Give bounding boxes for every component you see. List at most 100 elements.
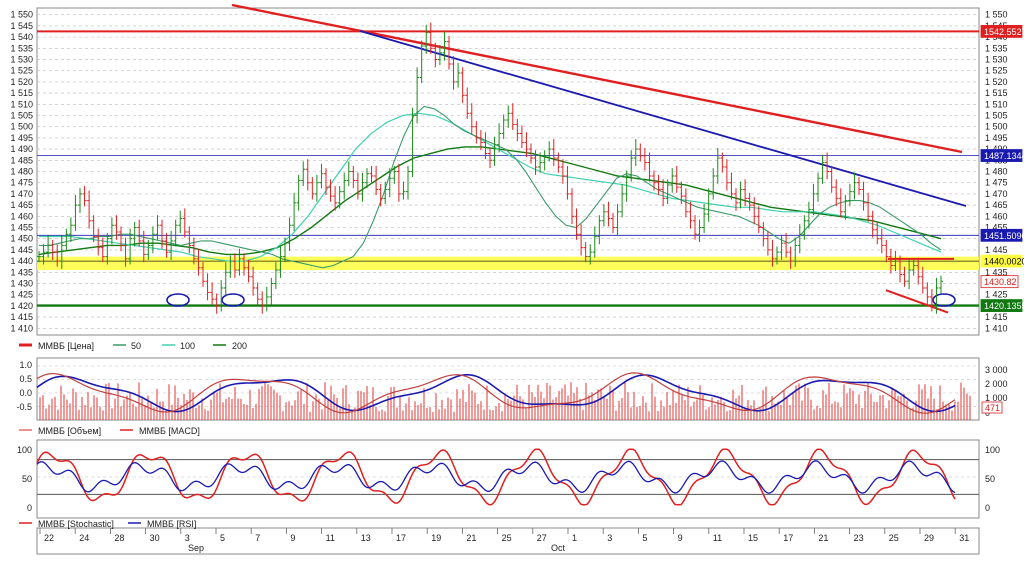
volume-tick-label: 2 000 bbox=[985, 379, 1008, 389]
y-tick-label: 1 510 bbox=[10, 99, 33, 109]
y-tick-label: 1 495 bbox=[10, 133, 33, 143]
y-tick-label: 1 530 bbox=[985, 55, 1008, 65]
osc-tick-label: 100 bbox=[985, 445, 1000, 455]
stochastic-line bbox=[36, 448, 956, 506]
y-tick-label: 1 435 bbox=[985, 267, 1008, 277]
level-badge bbox=[980, 149, 1023, 162]
y-tick-label: 1 425 bbox=[10, 290, 33, 300]
y-tick-label: 1 410 bbox=[985, 323, 1008, 333]
oscillator-legend: ММВБ [Stochastic] ММВБ [RSI] bbox=[19, 519, 196, 529]
y-tick-label: 1 475 bbox=[985, 178, 1008, 188]
time-tick-label: 25 bbox=[889, 533, 899, 543]
time-tick-label: 30 bbox=[150, 533, 160, 543]
y-tick-label: 1 520 bbox=[10, 77, 33, 87]
y-tick-label: 1 500 bbox=[985, 122, 1008, 132]
y-tick-label: 1 500 bbox=[10, 122, 33, 132]
macd-axis: 1.0 0.5 0.0 -0.5 3 000 2 000 1 000 0 471 bbox=[16, 360, 1007, 418]
y-tick-label: 1 550 bbox=[985, 10, 1008, 20]
time-tick-label: 31 bbox=[959, 533, 969, 543]
y-tick-label: 1 445 bbox=[10, 245, 33, 255]
month-label-sep: Sep bbox=[188, 543, 204, 553]
osc-tick-label: 50 bbox=[985, 474, 995, 484]
y-tick-label: 1 525 bbox=[985, 66, 1008, 76]
time-tick-label: 5 bbox=[220, 533, 225, 543]
y-tick-label: 1 535 bbox=[10, 43, 33, 53]
y-tick-label: 1 490 bbox=[10, 144, 33, 154]
y-tick-label: 1 530 bbox=[10, 55, 33, 65]
y-tick-label: 1 490 bbox=[985, 144, 1008, 154]
legend-label-stochastic: ММВБ [Stochastic] bbox=[38, 519, 114, 529]
time-tick-label: 19 bbox=[431, 533, 441, 543]
y-tick-label: 1 425 bbox=[985, 290, 1008, 300]
y-tick-label: 1 410 bbox=[10, 323, 33, 333]
y-tick-label: 1 510 bbox=[985, 99, 1008, 109]
last-volume-badge bbox=[981, 401, 1003, 414]
time-axis[interactable] bbox=[36, 527, 980, 555]
y-tick-label: 1 475 bbox=[10, 178, 33, 188]
y-tick-label: 1 495 bbox=[985, 133, 1008, 143]
time-tick-label: 24 bbox=[79, 533, 89, 543]
last-volume-value: 471 bbox=[985, 403, 1000, 413]
y-tick-label: 1 480 bbox=[985, 167, 1008, 177]
oscillator-content bbox=[36, 448, 979, 506]
bottom-marker-circle bbox=[932, 293, 956, 307]
level-badge bbox=[980, 228, 1023, 242]
time-tick-label: 9 bbox=[290, 533, 295, 543]
y-tick-label: 1 450 bbox=[10, 234, 33, 244]
time-tick-label: 23 bbox=[854, 533, 864, 543]
oscillator-panel[interactable] bbox=[36, 439, 980, 519]
price-series bbox=[37, 22, 943, 314]
time-tick-label: 7 bbox=[255, 533, 260, 543]
y-tick-label: 1 440 bbox=[10, 256, 33, 266]
macd-content bbox=[36, 365, 979, 420]
time-tick-label: 13 bbox=[361, 533, 371, 543]
time-axis-ticks: 22 24 28 30 3 5 7 9 11 13 17 19 21 25 27 1 3 5 9 11 15 17 21 23… bbox=[39, 528, 969, 543]
ma100-line bbox=[39, 112, 942, 262]
y-tick-label: 1 525 bbox=[10, 66, 33, 76]
rsi-line bbox=[36, 460, 956, 494]
blue-trend-line bbox=[359, 30, 967, 207]
time-tick-label: 25 bbox=[502, 533, 512, 543]
y-tick-label: 1 460 bbox=[985, 211, 1008, 221]
level-label: 1440.0020 bbox=[984, 257, 1024, 267]
time-tick-label: 28 bbox=[114, 533, 124, 543]
y-tick-label: 1 470 bbox=[10, 189, 33, 199]
time-tick-label: 17 bbox=[783, 533, 793, 543]
bottom-marker-circle bbox=[166, 293, 190, 307]
y-tick-label: 1 535 bbox=[985, 43, 1008, 53]
flag-bottom-line bbox=[885, 289, 949, 314]
y-tick-label: 1 540 bbox=[10, 32, 33, 42]
y-tick-label: 1 420 bbox=[10, 301, 33, 311]
y-tick-label: 1 545 bbox=[10, 21, 33, 31]
legend-label-macd: ММВБ [MACD] bbox=[139, 426, 200, 436]
y-tick-label: 1 445 bbox=[985, 245, 1008, 255]
level-label: 1451.5090 bbox=[984, 231, 1024, 241]
level-label: 1430.82 bbox=[984, 277, 1017, 287]
y-tick-label: 1 465 bbox=[985, 200, 1008, 210]
oscillator-axis: 100 50 0 100 50 0 bbox=[17, 445, 1000, 513]
time-tick-label: 27 bbox=[537, 533, 547, 543]
y-tick-label: 1 455 bbox=[10, 222, 33, 232]
bottom-marker-circle bbox=[221, 293, 245, 307]
legend-label-100: 100 bbox=[180, 341, 195, 351]
macd-legend: ММВБ [Объем] ММВБ [MACD] bbox=[19, 426, 200, 436]
y-tick-label: 1 550 bbox=[10, 10, 33, 20]
macd-signal-line bbox=[36, 373, 956, 413]
osc-tick-label: 0 bbox=[985, 503, 990, 513]
y-tick-label: 1 415 bbox=[10, 312, 33, 322]
time-tick-label: 9 bbox=[678, 533, 683, 543]
macd-tick-label: 0.5 bbox=[19, 374, 32, 384]
price-legend: ММВБ [Цена] 50 100 200 bbox=[19, 341, 247, 351]
macd-tick-label: 0.0 bbox=[19, 388, 32, 398]
y-tick-label: 1 460 bbox=[10, 211, 33, 221]
legend-label-rsi: ММВБ [RSI] bbox=[147, 519, 196, 529]
macd-tick-label: 1.0 bbox=[19, 360, 32, 370]
y-tick-label: 1 515 bbox=[985, 88, 1008, 98]
support-zone bbox=[37, 256, 979, 271]
time-tick-label: 21 bbox=[818, 533, 828, 543]
y-tick-label: 1 485 bbox=[10, 155, 33, 165]
level-badge bbox=[980, 254, 1023, 268]
volume-tick-label: 3 000 bbox=[985, 365, 1008, 375]
y-tick-label: 1 415 bbox=[985, 312, 1008, 322]
time-tick-label: 22 bbox=[44, 533, 54, 543]
